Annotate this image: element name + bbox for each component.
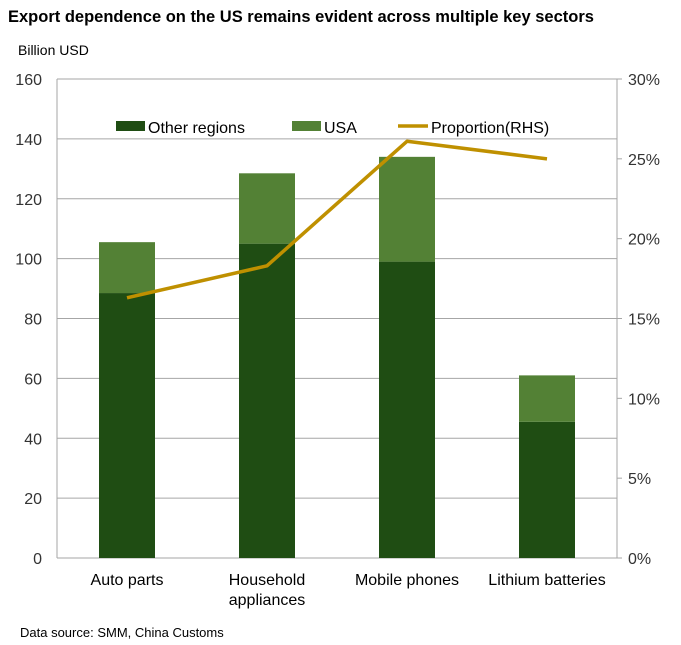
y-tick-label: 80	[24, 312, 42, 329]
x-category-label: Household	[229, 572, 306, 589]
proportion-line	[126, 139, 548, 300]
y-axis-unit-label: Billion USD	[18, 42, 89, 58]
y-tick-label: 0	[33, 551, 42, 568]
y2-tick-label: 0%	[628, 551, 651, 568]
y-tick-label: 20	[24, 491, 42, 508]
chart-title: Export dependence on the US remains evid…	[8, 8, 594, 26]
bar-other-regions	[519, 421, 575, 558]
legend-swatch-usa	[292, 121, 321, 131]
legend-label-usa: USA	[324, 120, 357, 137]
bar-other-regions	[379, 261, 435, 558]
y-tick-label: 120	[15, 192, 42, 209]
legend-swatch-other-regions	[116, 121, 145, 131]
x-category-label: Lithium batteries	[488, 572, 605, 589]
bar-usa	[379, 156, 435, 262]
y2-tick-label: 30%	[628, 72, 660, 89]
y2-tick-label: 10%	[628, 391, 660, 408]
y2-tick-label: 25%	[628, 152, 660, 169]
bar-other-regions	[239, 243, 295, 558]
bar-usa	[99, 242, 155, 294]
y-tick-label: 40	[24, 431, 42, 448]
x-category-label: Mobile phones	[355, 572, 459, 589]
bar-usa	[239, 173, 295, 244]
y-tick-label: 100	[15, 252, 42, 269]
bar-usa	[519, 375, 575, 422]
y-tick-label: 140	[15, 132, 42, 149]
legend-label-other-regions: Other regions	[148, 120, 245, 137]
y-tick-label: 160	[15, 72, 42, 89]
data-source-note: Data source: SMM, China Customs	[20, 625, 224, 640]
y2-tick-label: 15%	[628, 312, 660, 329]
legend-label-proportion: Proportion(RHS)	[431, 120, 549, 137]
y2-tick-label: 5%	[628, 471, 651, 488]
x-category-label: Auto parts	[91, 572, 164, 589]
y-tick-label: 60	[24, 371, 42, 388]
x-category-label: appliances	[229, 592, 306, 609]
y2-tick-label: 20%	[628, 232, 660, 249]
bar-other-regions	[99, 293, 155, 558]
